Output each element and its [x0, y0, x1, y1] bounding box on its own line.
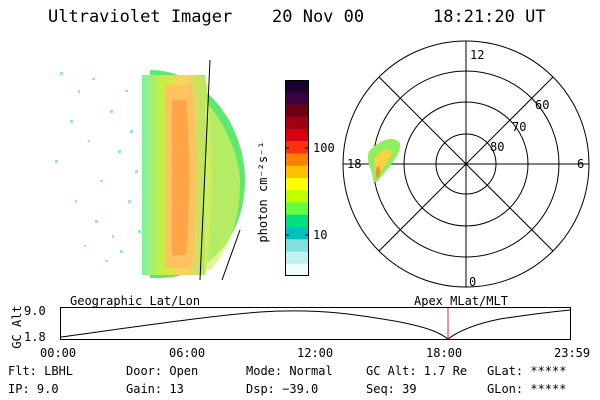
- time-label: 18:21:20 UT: [433, 7, 546, 27]
- mlt-label-12: 12: [470, 48, 485, 62]
- uv-image: [55, 59, 245, 280]
- outer-edge: [205, 100, 240, 270]
- timeline-axis-label: GC Alt: [10, 305, 24, 349]
- colorbar-cell: [285, 263, 309, 276]
- aurora-patch-hot: [376, 166, 381, 179]
- colorbar-cell: [285, 141, 309, 155]
- colorbar-cell: [285, 165, 309, 179]
- limb-line: [221, 229, 241, 280]
- status-dsp: Dsp: −39.0: [246, 382, 319, 396]
- status-ip: IP: 9.0: [8, 382, 59, 396]
- lat-label-60: 60: [535, 98, 550, 112]
- colorbar-cell: [285, 214, 309, 228]
- auroral-bright: [172, 100, 189, 255]
- colorbar-cell: [285, 202, 309, 216]
- colorbar-cell: [285, 129, 309, 142]
- status-seq: Seq: 39: [366, 382, 417, 396]
- status-gain: Gain: 13: [126, 382, 184, 396]
- colorbar-cell: [285, 116, 309, 130]
- colorbar-cell: [285, 104, 309, 118]
- mlt-label-18: 18: [347, 157, 362, 171]
- colorbar-tick-100: 100: [313, 141, 335, 155]
- colorbar-cell: [285, 92, 309, 106]
- status-door: Door: Open: [126, 364, 199, 378]
- status-glon: GLon: *****: [487, 382, 567, 396]
- timeline-ytick-1.8: 1.8: [24, 330, 46, 344]
- colorbar-cell: [285, 153, 309, 167]
- altitude-curve: [60, 309, 571, 340]
- colorbar-tick-10: 10: [313, 228, 328, 242]
- colorbar: [285, 80, 309, 276]
- lat-label-80: 80: [490, 140, 505, 154]
- instrument-title: Ultraviolet Imager: [48, 7, 233, 27]
- date-label: 20 Nov 00: [272, 7, 365, 27]
- timeline-left-title: Geographic Lat/Lon: [70, 294, 201, 308]
- colorbar-cell: [285, 80, 309, 93]
- timeline-ytick-9: 9.0: [24, 304, 46, 318]
- status-glat: GLat: *****: [487, 364, 567, 378]
- noise-speckle: [55, 72, 141, 262]
- colorbar-cell: [285, 227, 309, 240]
- status-mode: Mode: Normal: [246, 364, 333, 378]
- mlt-label-6: 6: [577, 157, 585, 171]
- timeline-xtick-0000: 00:00: [40, 346, 77, 360]
- polar-plot: [342, 40, 590, 288]
- timeline-xtick-0600: 06:00: [169, 346, 206, 360]
- colorbar-cell: [285, 251, 309, 265]
- status-flt: Flt: LBHL: [8, 364, 74, 378]
- mlt-label-0: 0: [469, 275, 477, 289]
- lat-label-70: 70: [512, 120, 527, 134]
- colorbar-cell: [285, 178, 309, 191]
- colorbar-unit-label: photon cm⁻²s⁻¹: [256, 141, 270, 243]
- timeline-plot: [60, 307, 571, 340]
- timeline-xtick-1200: 12:00: [297, 346, 334, 360]
- timeline-xtick-2359: 23:59: [554, 346, 591, 360]
- status-gc-alt: GC Alt: 1.7 Re: [366, 364, 468, 378]
- timeline-right-title: Apex MLat/MLT: [414, 294, 508, 308]
- colorbar-cell: [285, 190, 309, 204]
- terminator-line: [199, 59, 211, 280]
- colorbar-cell: [285, 239, 309, 253]
- timeline-xtick-1800: 18:00: [426, 346, 463, 360]
